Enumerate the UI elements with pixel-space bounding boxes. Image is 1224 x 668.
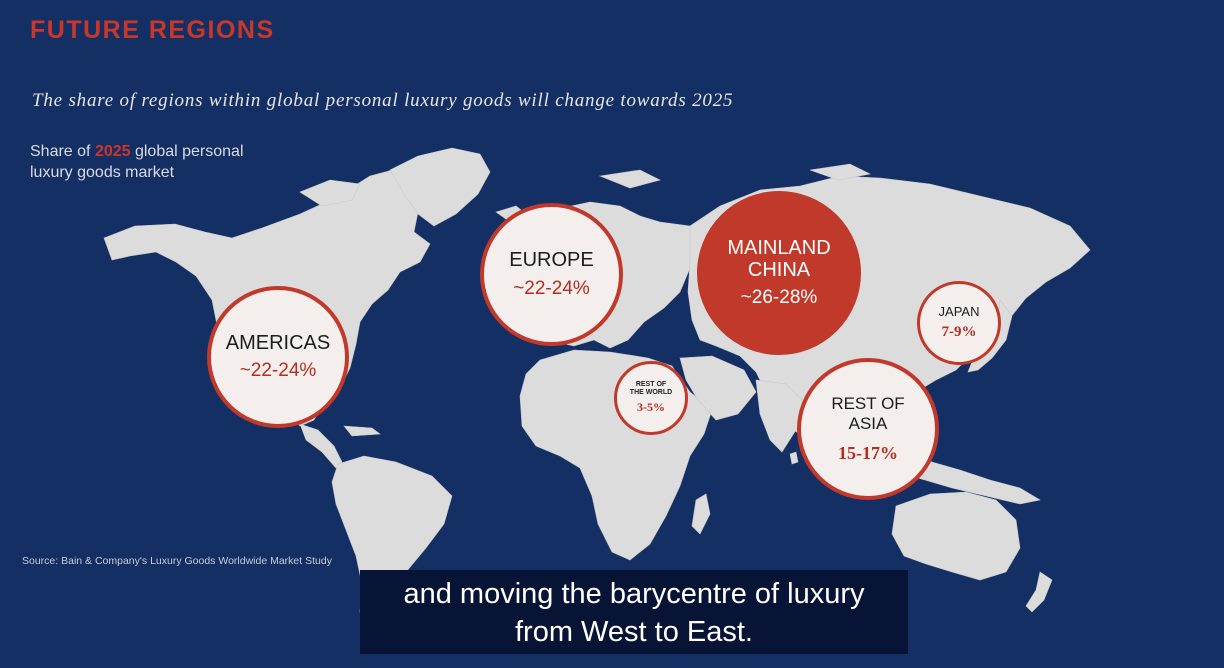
americas-value: ~22-24%: [239, 360, 317, 382]
china-name-line2: CHINA: [747, 259, 811, 281]
rest-of-asia-name-line2: ASIA: [848, 413, 888, 433]
china-value: ~26-28%: [740, 287, 818, 309]
europe-value: ~22-24%: [513, 277, 590, 299]
greenland-landmass: [389, 147, 491, 227]
arabia-landmass: [679, 355, 757, 421]
caption-line2: from West to East.: [515, 616, 753, 648]
europe-name: EUROPE: [509, 249, 594, 272]
japan-value: 7-9%: [941, 323, 977, 340]
rest-of-world-value: 3-5%: [637, 399, 665, 414]
china-name-line1: MAINLAND: [727, 236, 831, 259]
share-label-prefix: Share of: [30, 143, 95, 160]
bubble-americas: AMERICAS ~22-24%: [207, 286, 349, 428]
new-zealand-landmass: [1025, 571, 1053, 613]
bubble-europe: EUROPE ~22-24%: [480, 203, 623, 346]
rest-of-asia-value: 15-17%: [838, 442, 898, 463]
bubble-mainland-china: MAINLAND CHINA ~26-28%: [697, 191, 861, 355]
arctic-islands: [299, 179, 361, 207]
bubble-japan: JAPAN 7-9%: [917, 281, 1001, 365]
rest-of-asia-name-line1: REST OF: [831, 394, 905, 414]
india-landmass: [755, 379, 807, 453]
australia-landmass: [891, 491, 1021, 581]
source-note: Source: Bain & Company's Luxury Goods Wo…: [22, 555, 332, 567]
share-label-line2: luxury goods market: [30, 164, 175, 181]
bubble-rest-of-world: REST OF THE WORLD 3-5%: [614, 361, 688, 435]
bubble-rest-of-asia: REST OF ASIA 15-17%: [797, 358, 939, 500]
caption-line1: and moving the barycentre of luxury: [403, 578, 865, 610]
slide-title: FUTURE REGIONS: [30, 16, 275, 44]
share-label-year: 2025: [94, 143, 131, 160]
americas-name: AMERICAS: [225, 331, 331, 354]
caribbean-islands: [343, 425, 381, 437]
sri-lanka-landmass: [789, 451, 799, 465]
share-label: Share of 2025 global personal luxury goo…: [30, 141, 244, 183]
rest-of-world-name-line2: THE WORLD: [629, 389, 673, 396]
video-caption: and moving the barycentre of luxury from…: [360, 570, 908, 654]
japan-name: JAPAN: [938, 304, 980, 320]
arctic-russia-islands: [598, 163, 871, 189]
slide-subtitle: The share of regions within global perso…: [32, 90, 734, 111]
central-america-landmass: [299, 423, 343, 469]
share-label-suffix: global personal: [130, 143, 244, 160]
rest-of-world-name-line1: REST OF: [635, 381, 667, 389]
madagascar-landmass: [691, 493, 711, 535]
